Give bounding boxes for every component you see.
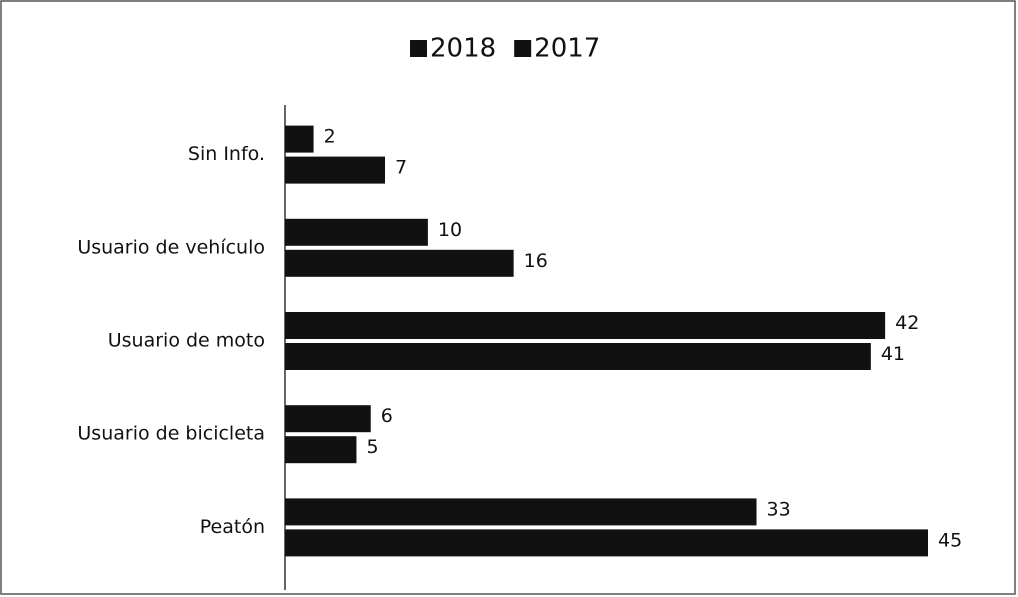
data-label: 33 <box>767 498 791 520</box>
legend-swatch <box>514 40 532 57</box>
y-tick-label: Sin Info. <box>188 143 265 165</box>
bar <box>285 498 757 526</box>
legend-label: 2018 <box>430 34 496 64</box>
bar <box>285 312 886 339</box>
data-label: 42 <box>895 312 919 334</box>
bar <box>285 529 928 557</box>
legend: 2018 2017 <box>410 34 600 64</box>
bar <box>285 125 314 153</box>
bar <box>285 405 371 433</box>
data-label: 6 <box>381 405 393 427</box>
bar <box>285 218 428 246</box>
data-label: 41 <box>881 343 905 365</box>
bar <box>285 156 386 184</box>
y-tick-label: Usuario de moto <box>108 330 265 352</box>
bar <box>285 249 514 277</box>
data-label: 5 <box>366 436 378 458</box>
y-tick-label: Usuario de bicicleta <box>77 423 265 445</box>
y-tick-label: Usuario de vehículo <box>77 236 265 258</box>
bar <box>285 436 357 464</box>
data-label: 10 <box>438 219 462 241</box>
legend-label: 2017 <box>534 34 600 64</box>
data-label: 2 <box>324 126 336 148</box>
y-tick-label: Peatón <box>200 516 265 538</box>
legend-swatch <box>410 40 427 57</box>
data-label: 16 <box>524 250 548 272</box>
data-label: 7 <box>395 157 407 179</box>
data-label: 45 <box>938 529 962 551</box>
bar <box>285 343 871 370</box>
